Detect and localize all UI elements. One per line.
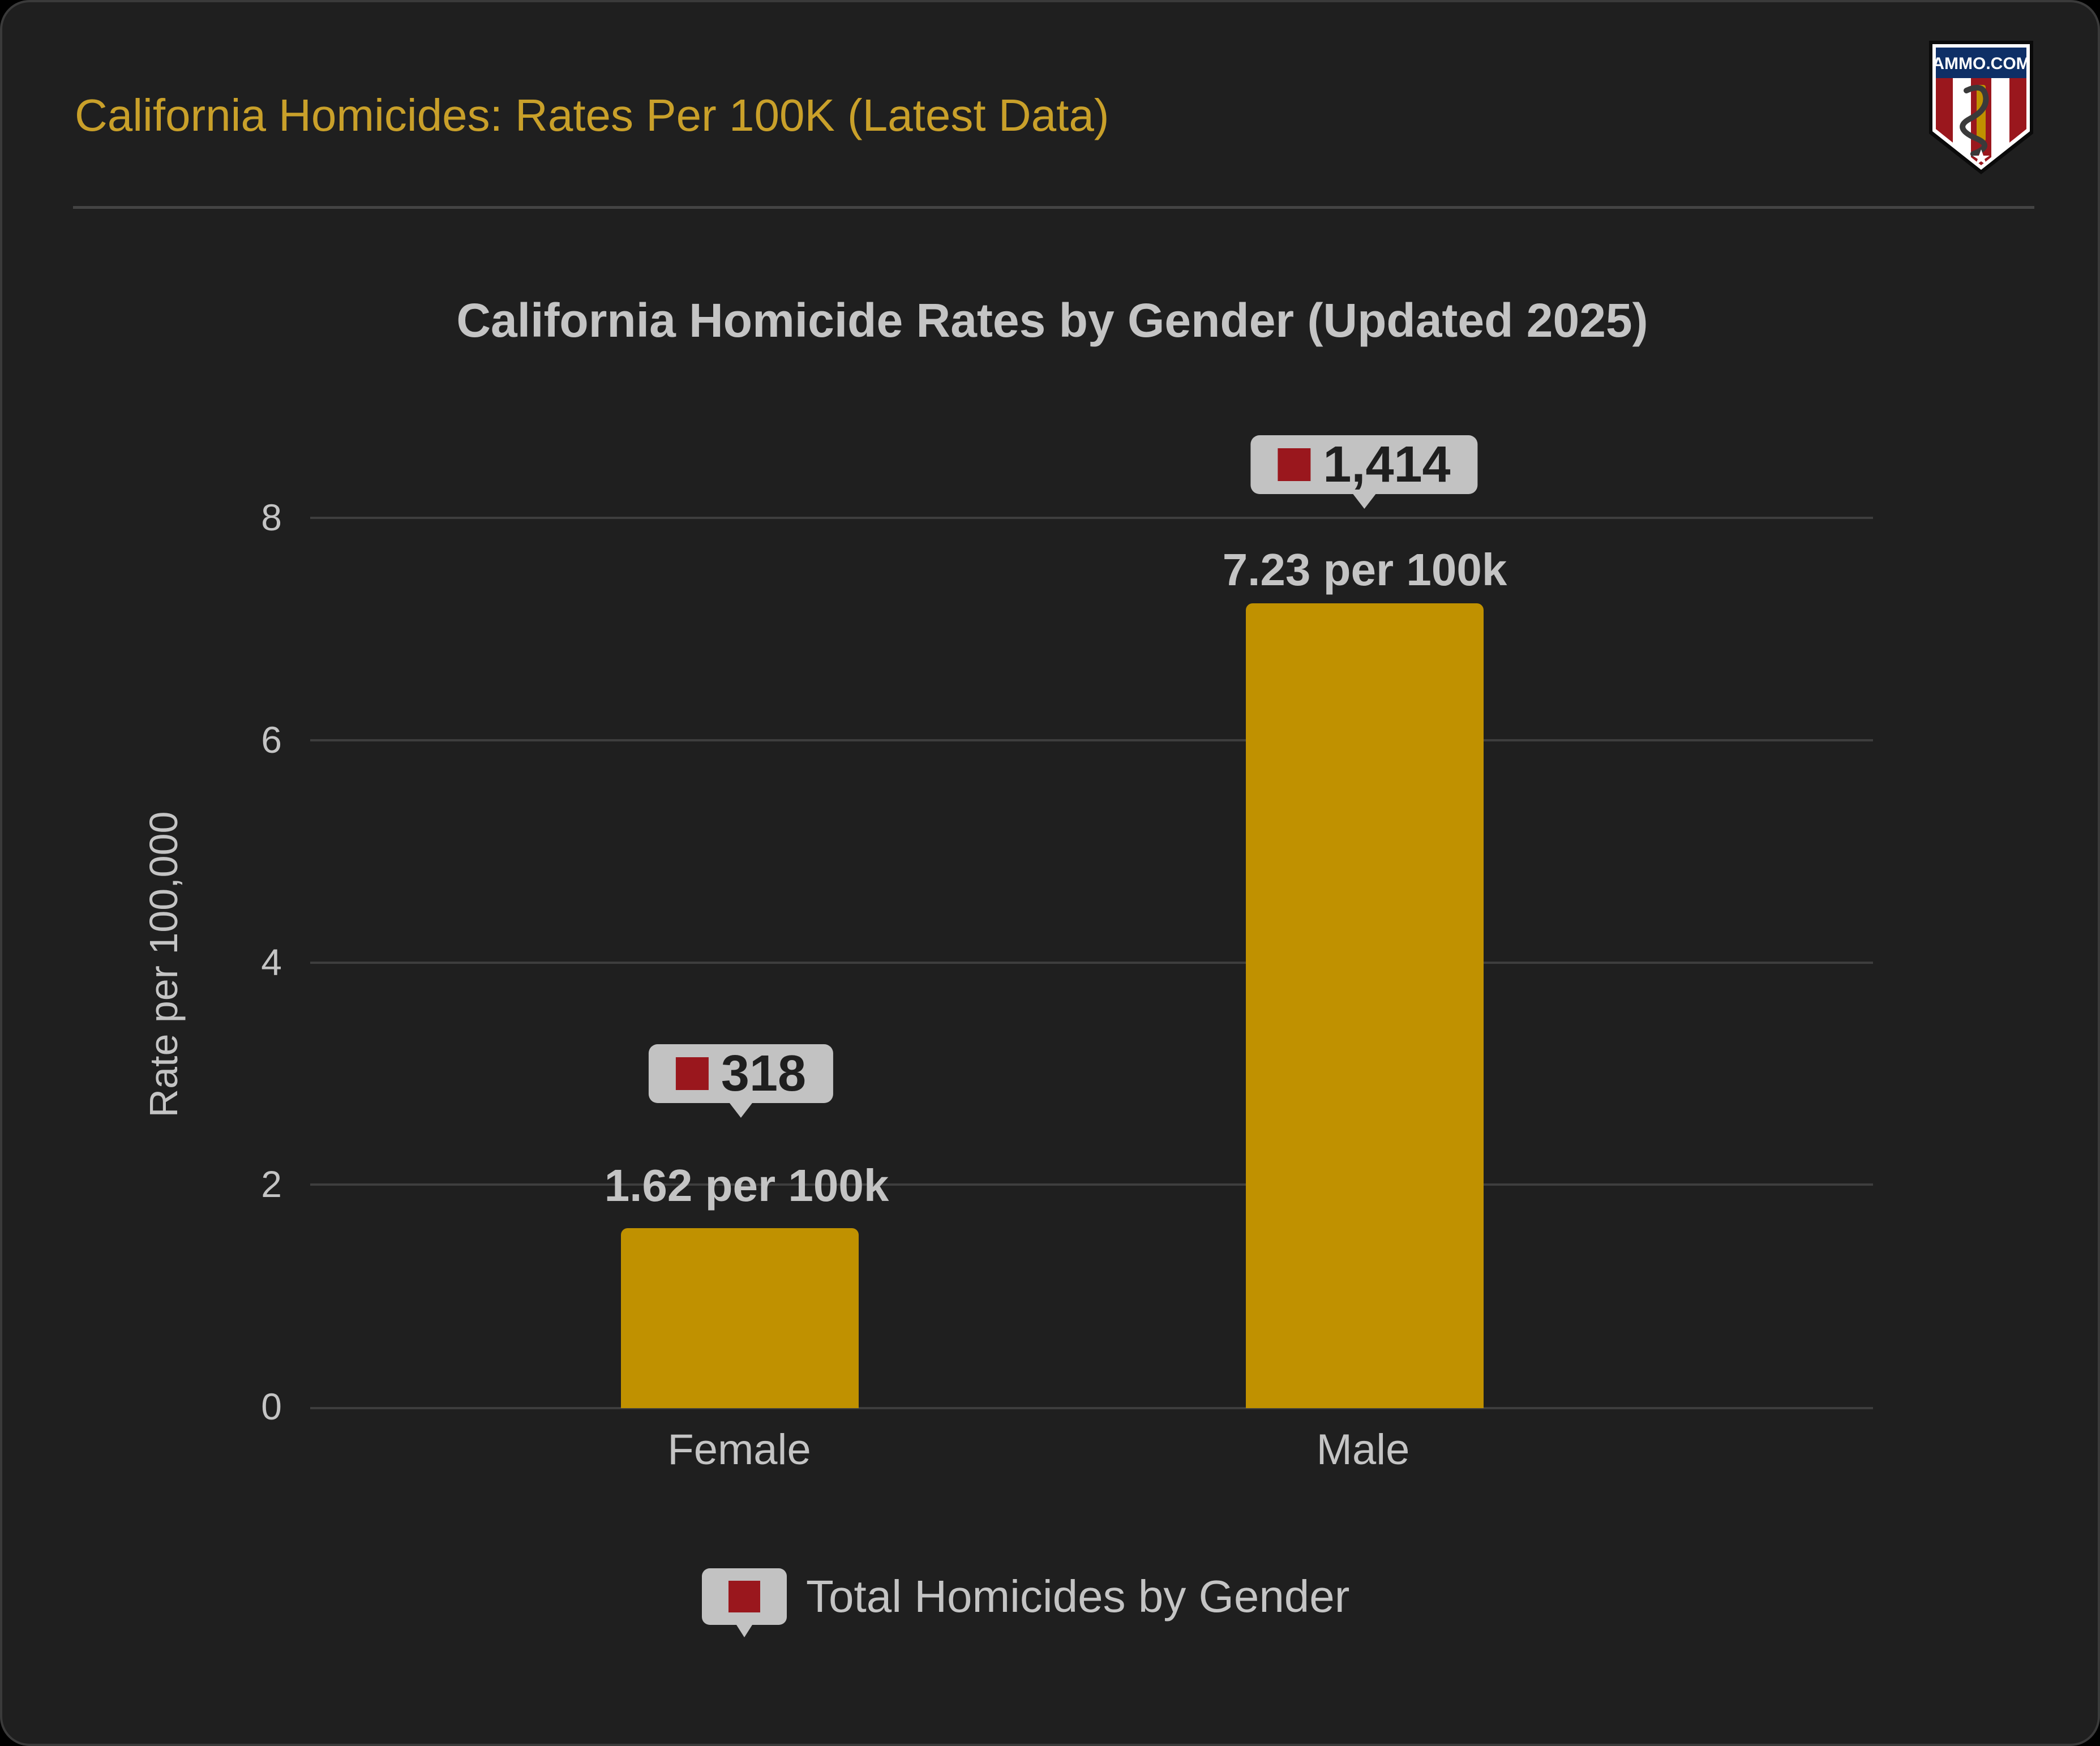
header-title: California Homicides: Rates Per 100K (La… [75,90,1109,140]
svg-text:AMMO.COM: AMMO.COM [1932,54,2030,73]
header-divider [73,206,2034,209]
legend-swatch-icon [728,1581,760,1612]
bar-female[interactable] [621,1228,859,1408]
chart-title: California Homicide Rates by Gender (Upd… [456,294,1648,347]
rate-label-male: 7.23 per 100k [1222,544,1507,595]
y-tick: 6 [261,719,282,761]
ammo-com-logo-icon: AMMO.COM [1929,41,2033,174]
y-tick: 0 [261,1385,282,1427]
legend-label: Total Homicides by Gender [806,1571,1350,1621]
gridline-2 [310,1183,1873,1186]
x-label-male: Male [1316,1426,1410,1474]
tooltip-value: 318 [721,1045,807,1102]
legend-item[interactable]: Total Homicides by Gender [702,1568,1350,1637]
gridline-6 [310,739,1873,741]
series-swatch-icon [1278,448,1311,481]
y-axis-label: Rate per 100,000 [142,811,186,1118]
y-tick: 2 [261,1163,282,1205]
plot-area: 8 6 4 2 0 1.62 per 100k 7.23 per 100k 31… [261,435,1873,1425]
tooltip-value: 1,414 [1323,436,1451,493]
tooltip-male-total: 1,414 [1250,435,1478,509]
series-swatch-icon [675,1057,709,1090]
y-tick: 4 [261,941,282,983]
rate-label-female: 1.62 per 100k [604,1160,889,1211]
x-axis-line [310,1407,1873,1409]
y-tick: 8 [261,496,282,538]
x-label-female: Female [667,1426,811,1474]
tooltip-female-total: 318 [648,1044,834,1118]
gridline-8 [310,517,1873,519]
tooltip-series-icon [702,1568,787,1637]
bar-male[interactable] [1246,603,1484,1408]
gridline-4 [310,962,1873,964]
